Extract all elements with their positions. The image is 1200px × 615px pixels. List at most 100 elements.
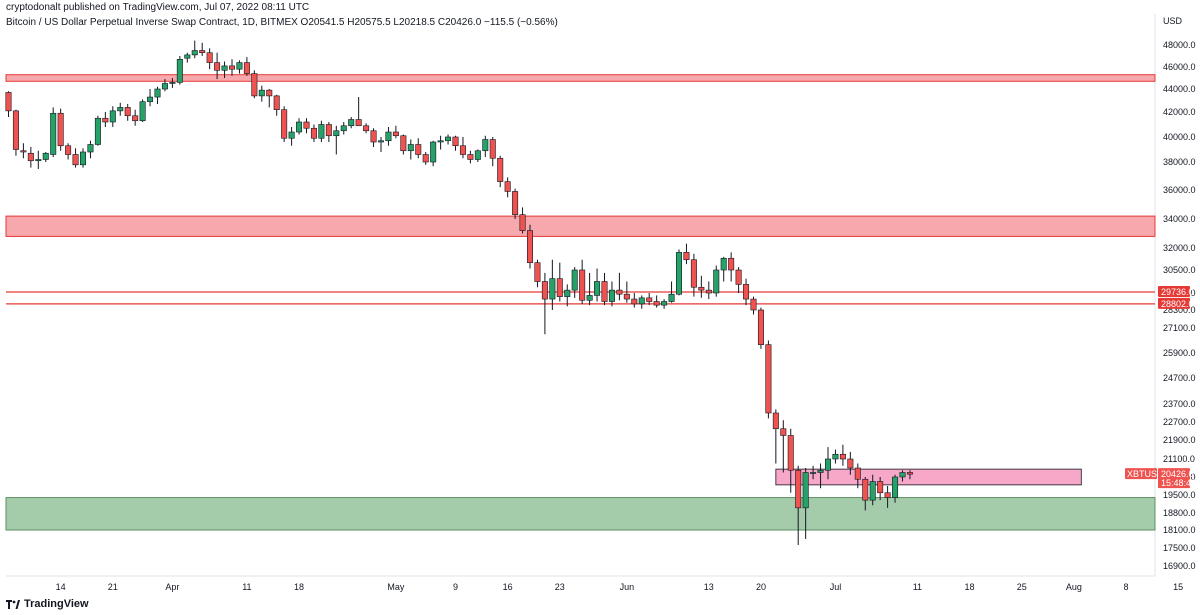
candle-body [735,269,742,285]
candle-body [169,82,176,84]
candle-body [333,130,340,137]
symbol-badge [1125,468,1157,480]
candle-body [750,298,757,311]
candle-body [534,262,541,282]
x-tick-label: 18 [294,582,304,592]
candle-body [847,458,854,469]
candle-body [430,141,437,163]
candle-body [661,301,668,306]
candle-body [102,117,109,123]
x-tick-label: 14 [56,582,66,592]
candle-body [474,150,481,160]
candle-body [288,131,295,139]
candle-body [549,278,556,300]
last-price-badge [1158,468,1190,489]
x-tick-label: 15 [1173,582,1183,592]
candle-body [571,269,578,291]
x-tick-label: 16 [503,582,513,592]
candle-body [229,65,236,70]
candle-body [787,435,794,471]
candle-body [608,289,615,302]
candle-body [214,62,221,71]
support-zone-19000 [5,497,1156,531]
x-tick-label: 11 [242,582,251,592]
candle-body [42,152,49,160]
candle-body [12,110,19,150]
candle-body [80,151,87,166]
candle-body [184,54,191,59]
y-tick-label: 44000.0 [1163,84,1196,94]
chart-header: cryptodonalt published on TradingView.co… [6,2,558,28]
candle-body [452,136,459,147]
candle-body [236,62,243,70]
y-tick-label: 40000.0 [1163,132,1196,142]
candle-body [668,293,675,302]
candle-body [482,139,489,152]
x-tick-label: 9 [453,582,458,592]
candle-body [713,269,720,294]
candle-body [899,472,906,478]
candle-body [437,140,444,143]
candle-body [780,428,787,436]
y-tick-label: 42000.0 [1163,107,1196,117]
x-tick-label: 18 [965,582,975,592]
symbol-badge-label: XBTUSD [1127,469,1164,479]
candle-body [310,127,317,139]
candle-body [594,281,601,296]
x-tick-label: 23 [555,582,565,592]
candle-body [154,88,161,98]
y-tick-label: 48000.0 [1163,40,1196,50]
candle-body [392,131,399,137]
candle-body [705,289,712,294]
candle-body [690,259,697,288]
y-tick-label: 25900.0 [1163,348,1196,358]
candle-body [303,121,310,129]
candle-body [296,121,303,133]
candle-body [862,478,869,501]
candle-body [87,144,94,153]
level-badge [1158,285,1190,297]
x-tick-label: May [387,582,405,592]
tradingview-logo-icon [6,599,20,609]
x-tick-label: 21 [108,582,118,592]
candle-body [877,481,884,494]
candle-body [50,112,57,155]
candle-body [526,230,533,263]
candle-body [869,481,876,501]
candle-body [258,89,265,97]
y-tick-label: 46000.0 [1163,62,1196,72]
candle-body [139,101,146,122]
candle-body [512,191,519,215]
candle-body [20,150,27,153]
candle-body [318,124,325,139]
candle-body [579,269,586,301]
candle-body [467,154,474,160]
candle-body [243,62,250,74]
y-tick-label: 17500.0 [1163,543,1196,553]
candle-body [109,110,116,123]
candle-body [340,125,347,132]
y-tick-label: 21100.0 [1163,454,1195,464]
candle-body [832,453,839,460]
candle-body [57,112,64,147]
candle-body [355,119,362,127]
y-tick-label: 16900.0 [1163,561,1196,571]
candle-body [407,144,414,152]
candle-body [147,96,154,102]
candle-body [772,412,779,430]
candle-body [802,472,809,509]
candle-body [683,252,690,261]
candle-body [94,117,101,145]
candle-body [892,476,899,498]
y-tick-label: 28300.0 [1163,305,1196,315]
candle-body [72,154,79,166]
candle-body [728,257,735,271]
y-tick-label: 19500.0 [1163,490,1196,500]
candle-body [27,152,34,162]
candle-body [35,159,42,162]
pink-zone-20300 [775,468,1082,486]
candle-body [757,309,764,345]
candle-body [743,284,750,300]
resistance-zone-45000 [5,74,1156,82]
